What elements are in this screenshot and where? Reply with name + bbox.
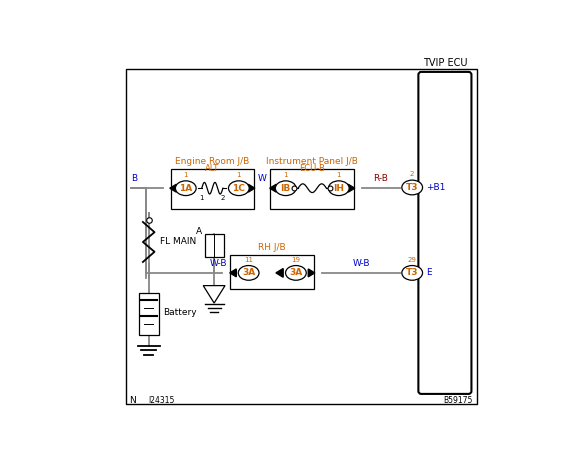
Polygon shape (348, 184, 355, 192)
Text: Battery: Battery (163, 308, 197, 317)
Text: N: N (129, 396, 136, 405)
Ellipse shape (329, 181, 349, 195)
Text: 1: 1 (199, 195, 204, 202)
Text: TVIP ECU: TVIP ECU (423, 58, 467, 68)
FancyBboxPatch shape (205, 234, 223, 257)
Text: ALT: ALT (205, 164, 219, 173)
Polygon shape (308, 269, 315, 277)
Text: ECU-B: ECU-B (299, 164, 325, 173)
Text: W-B: W-B (209, 259, 227, 268)
Text: B: B (131, 175, 137, 184)
Text: FL MAIN: FL MAIN (159, 237, 196, 246)
Text: IH: IH (333, 184, 345, 193)
Text: 29: 29 (407, 257, 417, 262)
Text: J7: J7 (210, 237, 218, 246)
Text: 19: 19 (292, 257, 300, 262)
Text: Instrument Panel J/B: Instrument Panel J/B (266, 157, 358, 167)
Ellipse shape (402, 180, 423, 195)
Text: E: E (426, 269, 432, 278)
Polygon shape (170, 184, 176, 192)
Text: IG: IG (209, 290, 219, 299)
Text: IB: IB (280, 184, 291, 193)
Text: 1: 1 (183, 172, 188, 178)
Text: R-B: R-B (373, 175, 389, 184)
Ellipse shape (402, 266, 423, 280)
FancyBboxPatch shape (139, 293, 159, 335)
Polygon shape (248, 184, 255, 192)
Text: 1: 1 (236, 172, 241, 178)
Text: T3: T3 (406, 183, 419, 192)
Ellipse shape (229, 181, 249, 195)
Text: T3: T3 (406, 269, 419, 278)
Text: I24315: I24315 (149, 396, 175, 405)
Text: RH J/B: RH J/B (259, 243, 286, 252)
Text: J/C: J/C (208, 245, 220, 254)
Text: 1C: 1C (232, 184, 245, 193)
Text: 1A: 1A (179, 184, 192, 193)
Text: +B1: +B1 (426, 183, 445, 192)
Ellipse shape (238, 266, 259, 280)
Ellipse shape (175, 181, 196, 195)
Text: 1: 1 (283, 172, 288, 178)
Text: Engine Room J/B: Engine Room J/B (175, 157, 249, 167)
Ellipse shape (275, 181, 296, 195)
Text: 2: 2 (410, 171, 415, 177)
Text: 2: 2 (220, 195, 225, 202)
Polygon shape (203, 286, 225, 303)
Polygon shape (270, 184, 276, 192)
Text: 3A: 3A (289, 269, 302, 278)
Text: W: W (258, 175, 267, 184)
Text: 11: 11 (244, 257, 253, 262)
Polygon shape (230, 269, 236, 277)
Text: B59175: B59175 (443, 396, 472, 405)
Ellipse shape (286, 266, 306, 280)
Text: W-B: W-B (352, 259, 370, 268)
Text: 3A: 3A (242, 269, 255, 278)
Text: A: A (196, 228, 202, 236)
Text: 1: 1 (336, 172, 341, 178)
Polygon shape (276, 269, 283, 277)
